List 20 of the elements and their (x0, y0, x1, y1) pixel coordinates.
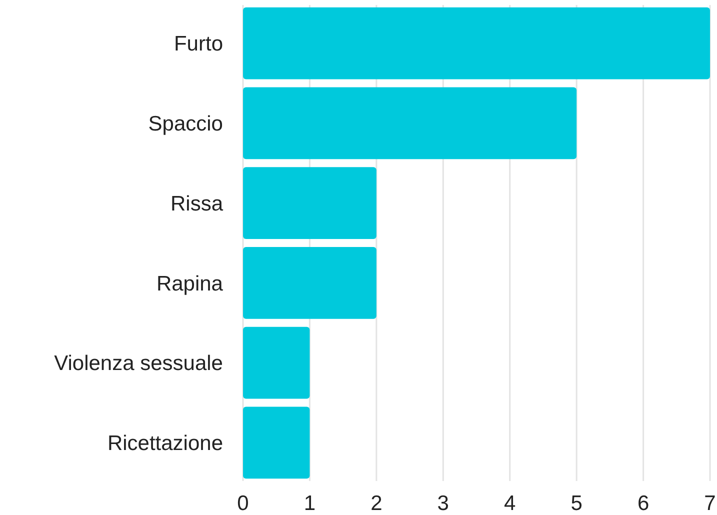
bar (243, 87, 577, 160)
y-tick-label: Ricettazione (107, 432, 223, 456)
x-tick-label: 4 (504, 492, 516, 515)
bar (243, 406, 310, 479)
y-tick-label: Rissa (170, 192, 224, 216)
x-tick-label: 2 (370, 492, 382, 515)
bar (243, 326, 310, 399)
y-tick-label: Rapina (156, 272, 224, 296)
y-tick-label: Violenza sessuale (54, 352, 223, 376)
x-tick-label: 7 (704, 492, 716, 515)
bar (243, 7, 710, 80)
x-tick-label: 5 (570, 492, 582, 515)
x-tick-label: 6 (637, 492, 650, 515)
y-tick-label: Spaccio (148, 112, 223, 136)
bar (243, 246, 376, 319)
bar (243, 167, 376, 240)
x-tick-label: 3 (437, 492, 449, 515)
y-tick-label: Furto (174, 32, 223, 56)
x-tick-label: 0 (237, 492, 249, 515)
x-tick-label: 1 (304, 492, 316, 515)
